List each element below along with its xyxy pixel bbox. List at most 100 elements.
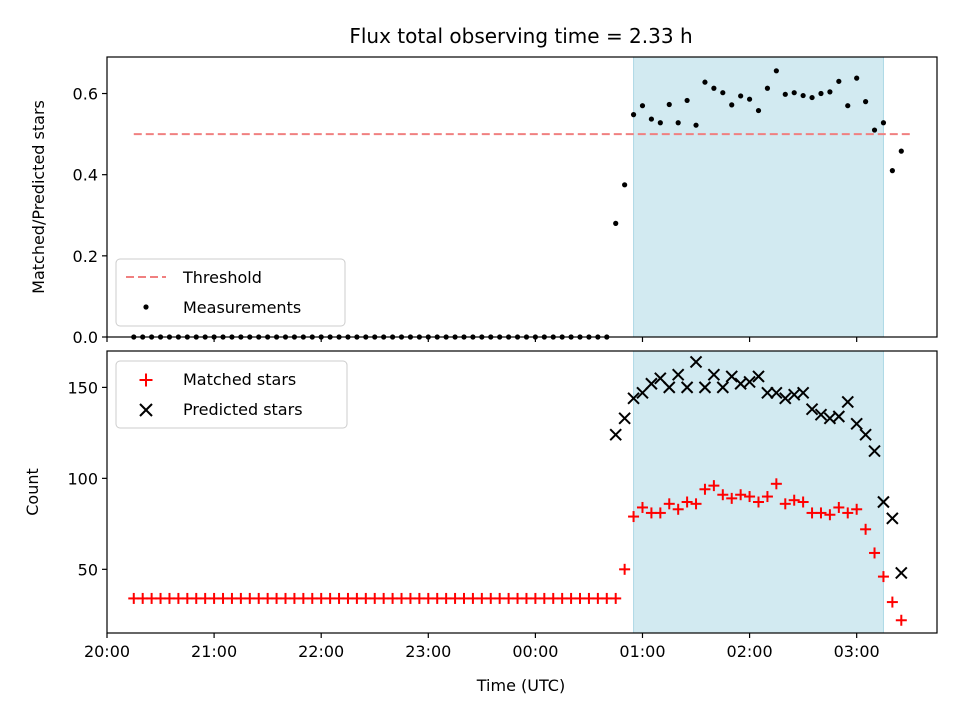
top-legend-box [115, 258, 346, 327]
x-tick-label: 03:00 [834, 642, 880, 661]
measurement-point [675, 120, 681, 126]
predicted-star-point [859, 428, 872, 441]
bottom-y-tick-label: 150 [67, 378, 98, 397]
predicted-star-point [627, 392, 640, 405]
top-y-tick-label: 0.4 [73, 166, 98, 185]
measurement-point [755, 107, 762, 114]
legend-threshold-label: Threshold [182, 268, 262, 287]
top-legend: Threshold Measurements [115, 258, 346, 327]
matched-star-point [699, 483, 711, 495]
top-y-tick-label: 0.2 [73, 247, 98, 266]
predicted-star-point [752, 370, 765, 383]
bottom-y-axis: 50 100 150 [67, 378, 107, 579]
bottom-marks [128, 355, 908, 626]
matched-star-point [708, 480, 720, 492]
matched-star-point [877, 571, 889, 583]
matched-star-point [744, 491, 756, 503]
matched-star-point [815, 507, 827, 519]
legend-matched-label: Matched stars [183, 370, 296, 389]
top-shaded-span [633, 56, 884, 338]
legend-predicted-label: Predicted stars [183, 400, 303, 419]
matched-star-point [833, 501, 845, 513]
matched-star-point [788, 494, 800, 506]
measurement-point [871, 127, 878, 133]
measurement-point [729, 102, 735, 108]
measurement-point [800, 92, 806, 99]
x-tick-label: 22:00 [298, 642, 344, 661]
measurement-point [889, 168, 895, 174]
matched-star-point [663, 498, 675, 510]
predicted-star-point [770, 386, 783, 400]
predicted-star-point [707, 368, 721, 381]
measurement-point [898, 148, 904, 154]
x-tick-label: 02:00 [727, 642, 773, 661]
top-y-axis-title: Matched/Predicted stars [29, 100, 48, 294]
measurement-point [827, 89, 833, 95]
bottom-x-axis: 20:00 21:00 22:00 23:00 00:00 01:00 02:00 03:00 [84, 633, 880, 661]
matched-star-point [619, 563, 631, 575]
measurement-point [666, 101, 672, 108]
predicted-star-point [689, 355, 703, 369]
x-tick-label: 20:00 [84, 642, 130, 661]
measurement-point [711, 85, 717, 91]
predicted-star-point [743, 375, 756, 389]
measurement-point [738, 93, 744, 99]
measurement-point [648, 116, 655, 122]
matched-star-point [636, 501, 648, 513]
measurement-point [693, 122, 699, 128]
predicted-star-point [877, 495, 890, 509]
measurement-point [854, 75, 860, 81]
top-panel: 0.0 0.2 0.4 0.6 Matched/Predicted stars Thr… [29, 56, 938, 347]
measurement-point [746, 96, 753, 102]
measurement-point [720, 90, 726, 96]
predicted-star-point [761, 386, 774, 400]
matched-star-point [717, 489, 729, 501]
measurement-point [809, 94, 815, 101]
top-y-axis: 0.0 0.2 0.4 0.6 [73, 85, 107, 347]
predicted-star-point [895, 566, 908, 580]
bottom-legend-box [115, 360, 348, 429]
matched-star-point [735, 489, 747, 501]
predicted-star-point [832, 410, 846, 423]
predicted-star-point [841, 395, 854, 409]
matched-star-point [753, 496, 765, 508]
x-tick-label: 23:00 [405, 642, 451, 661]
legend-measurements-label: Measurements [183, 298, 301, 317]
matched-star-point [851, 503, 863, 515]
x-tick-label: 00:00 [512, 642, 558, 661]
measurement-point [702, 79, 708, 85]
predicted-star-point [868, 444, 881, 458]
measurement-point [818, 90, 824, 97]
matched-star-point [690, 498, 702, 510]
legend-measurements-swatch [143, 304, 149, 310]
predicted-star-point [663, 381, 676, 394]
bottom-panel: 50 100 150 20:00 21:00 22:00 23:00 00:00 01:00 0… [23, 350, 938, 695]
matched-star-point [779, 498, 791, 510]
predicted-star-point [645, 377, 658, 390]
predicted-star-point [850, 417, 863, 430]
matched-star-point [770, 478, 782, 490]
matched-star-point [672, 503, 684, 515]
predicted-star-point [814, 408, 828, 421]
bottom-axes-frame [106, 350, 938, 634]
matched-star-point [726, 492, 738, 504]
measurement-point [613, 220, 619, 226]
bottom-y-axis-title: Count [23, 468, 42, 516]
matched-star-point [654, 507, 666, 519]
bottom-legend: Matched stars Predicted stars [115, 360, 348, 429]
predicted-star-point [609, 428, 622, 441]
predicted-star-point [698, 381, 712, 394]
x-tick-label: 01:00 [619, 642, 665, 661]
bottom-y-tick-label: 100 [67, 469, 98, 488]
measurement-point [863, 99, 869, 105]
matched-star-point [610, 592, 622, 604]
top-y-tick-label: 0.0 [73, 328, 98, 347]
bottom-shaded-span [633, 350, 884, 634]
measurement-point [791, 90, 797, 96]
x-tick-label: 21:00 [191, 642, 237, 661]
matched-star-point [895, 614, 907, 626]
predicted-star-point [779, 392, 792, 405]
predicted-star-point [716, 381, 730, 394]
predicted-star-point [796, 386, 810, 400]
